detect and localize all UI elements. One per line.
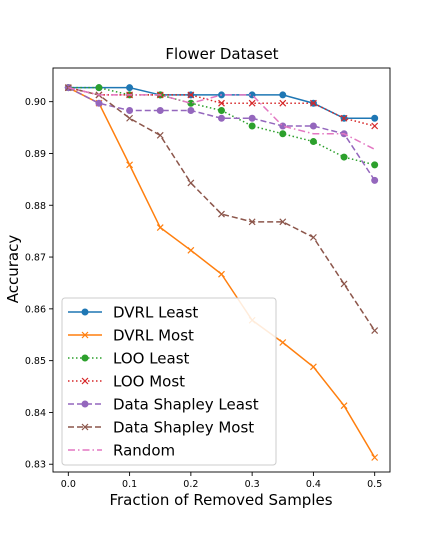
- x-tick-label: 0.2: [183, 479, 198, 490]
- data-point-data-shapley-least: [218, 114, 225, 122]
- data-point-loo-least: [218, 106, 225, 114]
- data-point-loo-most: [371, 122, 379, 130]
- data-point-loo-most: [248, 99, 256, 107]
- data-point-data-shapley-least: [248, 114, 256, 122]
- legend-item-loo-most: LOO Most: [68, 373, 185, 391]
- data-point-loo-most: [279, 99, 287, 107]
- data-point-data-shapley-most: [248, 218, 256, 226]
- data-point-loo-most: [340, 114, 348, 122]
- x-tick-label: 0.3: [245, 479, 260, 490]
- x-tick-label: 0.5: [367, 479, 382, 490]
- legend-label: Random: [113, 442, 175, 460]
- data-point-data-shapley-least: [95, 99, 103, 107]
- data-point-data-shapley-least: [309, 122, 317, 130]
- data-point-data-shapley-most: [187, 179, 195, 187]
- data-point-loo-least: [309, 138, 317, 146]
- legend-label: LOO Most: [113, 373, 185, 391]
- legend-item-data-shapley-most: Data Shapley Most: [68, 419, 254, 437]
- data-point-loo-least: [187, 99, 195, 107]
- legend-marker: [81, 423, 89, 431]
- y-tick-label: 0.83: [25, 460, 46, 471]
- series-line-loo-least: [68, 86, 375, 166]
- data-point-data-shapley-most: [156, 131, 164, 139]
- legend-box: [61, 297, 277, 466]
- y-axis-label: Accuracy: [4, 235, 22, 304]
- legend-label: LOO Least: [113, 350, 190, 368]
- y-tick-label: 0.89: [25, 149, 46, 160]
- data-point-data-shapley-least: [156, 106, 164, 114]
- data-point-loo-least: [95, 84, 103, 92]
- data-point-dvrl-most: [309, 363, 317, 371]
- data-point-dvrl-least: [126, 84, 134, 92]
- legend-marker: [81, 400, 89, 408]
- series-line-random: [68, 86, 376, 150]
- data-point-data-shapley-most: [279, 218, 287, 226]
- data-point-data-shapley-most: [126, 114, 134, 122]
- legend-label: DVRL Least: [113, 304, 198, 322]
- legend-item-dvrl-most: DVRL Most: [68, 327, 194, 345]
- y-tick-label: 0.84: [25, 408, 46, 419]
- data-point-dvrl-most: [126, 161, 134, 169]
- legend-item-random: Random: [68, 442, 175, 460]
- series-random: [68, 86, 376, 150]
- legend-marker: [81, 331, 89, 339]
- series-line-data-shapley-most: [68, 86, 376, 332]
- data-point-loo-most: [309, 99, 317, 107]
- series-data-shapley-most: [64, 84, 379, 335]
- legend-marker: [81, 377, 89, 385]
- data-point-data-shapley-most: [340, 280, 348, 288]
- data-point-loo-least: [279, 130, 287, 138]
- data-point-dvrl-most: [187, 246, 195, 254]
- x-axis: 0.0 0.1 0.2 0.3 0.4 0.5: [61, 472, 382, 490]
- legend-marker: [81, 354, 89, 362]
- legend-item-data-shapley-least: Data Shapley Least: [68, 396, 259, 414]
- x-tick-label: 0.0: [61, 479, 76, 490]
- data-point-loo-least: [248, 122, 256, 130]
- data-point-dvrl-least: [279, 91, 287, 99]
- data-point-dvrl-least: [371, 114, 379, 122]
- y-tick-label: 0.90: [25, 97, 46, 108]
- y-tick-label: 0.85: [25, 356, 46, 367]
- data-point-dvrl-most: [371, 454, 379, 461]
- legend-label: Data Shapley Most: [113, 419, 254, 437]
- x-axis-label: Fraction of Removed Samples: [109, 491, 332, 509]
- data-point-loo-most: [187, 91, 195, 99]
- data-point-data-shapley-most: [309, 233, 317, 241]
- data-point-dvrl-most: [279, 339, 287, 346]
- data-point-loo-least: [340, 153, 348, 161]
- data-point-data-shapley-most: [218, 210, 225, 218]
- data-point-data-shapley-least: [126, 106, 134, 114]
- legend: DVRL Least DVRL Most LOO Least LOO Most Data…: [61, 297, 277, 466]
- y-tick-label: 0.87: [25, 253, 46, 264]
- y-tick-label: 0.86: [25, 304, 46, 315]
- y-axis: 0.83 0.84 0.85 0.86 0.87 0.88 0.89 0.90: [25, 97, 53, 471]
- legend-label: Data Shapley Least: [113, 396, 259, 414]
- x-tick-label: 0.1: [122, 479, 137, 490]
- data-point-loo-least: [371, 161, 379, 169]
- data-point-data-shapley-least: [371, 176, 379, 184]
- legend-marker: [81, 308, 89, 316]
- data-point-loo-most: [218, 99, 225, 107]
- legend-item-dvrl-least: DVRL Least: [68, 304, 198, 322]
- plot-area: [52, 67, 391, 473]
- data-point-dvrl-most: [218, 270, 225, 278]
- data-point-data-shapley-least: [187, 106, 195, 114]
- legend-label: DVRL Most: [113, 327, 194, 345]
- legend-item-loo-least: LOO Least: [68, 350, 190, 368]
- chart-title: Flower Dataset: [165, 45, 278, 63]
- data-point-dvrl-most: [156, 224, 164, 231]
- y-tick-label: 0.88: [25, 201, 46, 212]
- plot-frame: [52, 67, 391, 473]
- data-point-dvrl-most: [340, 402, 348, 410]
- x-tick-label: 0.4: [306, 479, 321, 490]
- data-point-data-shapley-most: [371, 327, 379, 335]
